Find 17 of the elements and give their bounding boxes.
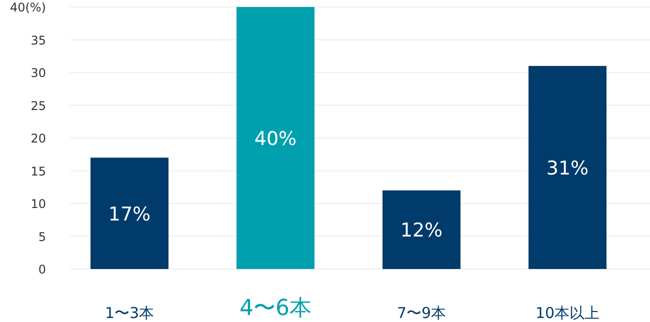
x-tick-label: 10本以上 (535, 304, 600, 322)
y-tick-label: 5 (38, 230, 46, 244)
data-label: 40% (254, 128, 297, 150)
y-tick-label: 30 (30, 66, 46, 80)
y-tick-label: 25 (30, 98, 46, 113)
y-tick-label: 20 (30, 132, 46, 146)
x-tick-label: 4〜6本 (240, 296, 312, 321)
y-tick-label: 10 (30, 197, 46, 211)
y-tick-label: 15 (30, 164, 46, 178)
y-tick-label: 40(%) (10, 0, 46, 14)
y-tick-label: 0 (38, 262, 46, 276)
data-label: 31% (546, 157, 589, 180)
x-tick-label: 7〜9本 (396, 304, 446, 322)
data-label: 12% (400, 220, 443, 242)
data-label: 17% (108, 203, 151, 226)
y-tick-label: 35 (30, 33, 46, 48)
x-tick-label: 1〜3本 (104, 304, 154, 322)
